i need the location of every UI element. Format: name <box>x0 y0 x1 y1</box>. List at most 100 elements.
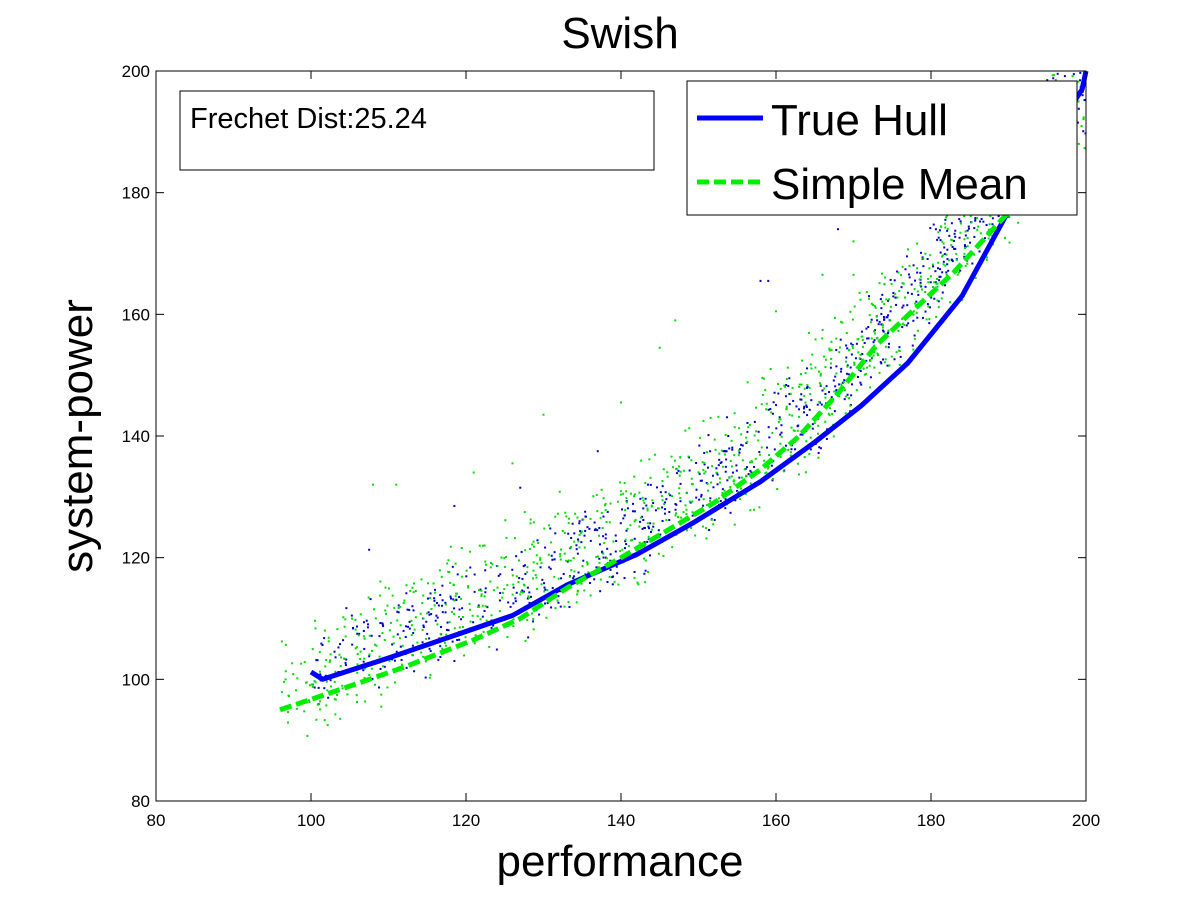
scatter-point <box>980 217 983 220</box>
scatter-point <box>680 516 683 519</box>
scatter-point <box>554 532 557 535</box>
scatter-point <box>828 414 831 417</box>
scatter-point <box>570 536 573 539</box>
scatter-point <box>573 570 576 573</box>
scatter-point <box>705 537 708 540</box>
scatter-point <box>792 399 795 402</box>
scatter-point <box>445 628 448 631</box>
scatter-point <box>636 581 639 584</box>
scatter-point <box>410 634 413 637</box>
scatter-point <box>629 524 632 527</box>
scatter-point <box>739 498 742 501</box>
scatter-point <box>679 470 682 473</box>
scatter-point <box>782 470 785 473</box>
scatter-point <box>929 227 932 230</box>
scatter-point <box>973 227 976 230</box>
scatter-point <box>800 393 803 396</box>
scatter-point <box>455 598 458 601</box>
scatter-point <box>483 544 486 547</box>
scatter-point <box>446 621 449 624</box>
scatter-point <box>649 483 652 486</box>
scatter-point <box>1052 77 1055 80</box>
scatter-point <box>604 533 607 536</box>
scatter-point <box>567 559 570 562</box>
scatter-point <box>606 580 609 583</box>
scatter-point <box>936 278 939 281</box>
scatter-point <box>393 659 396 662</box>
scatter-point <box>839 370 842 373</box>
scatter-point <box>546 602 549 605</box>
scatter-point <box>633 510 636 513</box>
scatter-point <box>940 297 943 300</box>
scatter-point <box>699 479 702 482</box>
scatter-point <box>722 450 725 453</box>
scatter-point <box>664 508 667 511</box>
scatter-point <box>753 434 756 437</box>
scatter-point <box>318 700 321 703</box>
scatter-point <box>663 512 666 515</box>
scatter-point <box>830 340 833 343</box>
scatter-point <box>932 265 935 268</box>
scatter-point <box>532 577 535 580</box>
scatter-point <box>869 321 872 324</box>
scatter-point <box>647 535 650 538</box>
scatter-point <box>705 451 708 454</box>
scatter-point <box>919 251 922 254</box>
scatter-point <box>724 465 727 468</box>
scatter-point <box>643 541 646 544</box>
scatter-point <box>817 370 820 373</box>
scatter-point <box>703 472 706 475</box>
scatter-point <box>798 408 801 411</box>
scatter-point <box>556 599 559 602</box>
scatter-point <box>432 582 435 585</box>
scatter-point <box>935 315 938 318</box>
scatter-point <box>606 547 609 550</box>
scatter-point <box>912 310 915 313</box>
scatter-point <box>873 339 876 342</box>
scatter-point <box>521 591 524 594</box>
scatter-point <box>850 353 853 356</box>
scatter-point <box>584 529 587 532</box>
scatter-point <box>372 608 375 611</box>
scatter-point <box>368 673 371 676</box>
scatter-point <box>472 471 475 474</box>
scatter-point <box>448 570 451 573</box>
scatter-point <box>616 572 619 575</box>
scatter-point <box>882 316 885 319</box>
scatter-point <box>689 501 692 504</box>
scatter-point <box>359 658 362 661</box>
scatter-point <box>845 331 848 334</box>
scatter-point <box>779 387 782 390</box>
scatter-point <box>543 527 546 530</box>
scatter-point <box>343 657 346 660</box>
scatter-point <box>621 508 624 511</box>
scatter-point <box>966 229 969 232</box>
scatter-point <box>411 605 414 608</box>
scatter-point <box>558 490 561 493</box>
scatter-point <box>964 264 967 267</box>
scatter-point <box>937 236 940 239</box>
scatter-point <box>666 475 669 478</box>
scatter-point <box>819 383 822 386</box>
scatter-point <box>429 650 432 653</box>
scatter-point <box>873 330 876 333</box>
scatter-point <box>633 475 636 478</box>
scatter-point <box>584 572 587 575</box>
scatter-point <box>370 634 373 637</box>
scatter-point <box>973 235 976 238</box>
scatter-point <box>947 269 950 272</box>
scatter-point <box>559 555 562 558</box>
scatter-point <box>460 597 463 600</box>
scatter-point <box>978 250 981 253</box>
scatter-point <box>585 561 588 564</box>
scatter-point <box>933 281 936 284</box>
scatter-point <box>484 569 487 572</box>
scatter-point <box>760 403 763 406</box>
scatter-point <box>789 454 792 457</box>
scatter-point <box>316 659 319 662</box>
scatter-point <box>355 625 358 628</box>
scatter-point <box>644 482 647 485</box>
scatter-point <box>436 616 439 619</box>
scatter-point <box>843 379 846 382</box>
scatter-point <box>734 499 737 502</box>
